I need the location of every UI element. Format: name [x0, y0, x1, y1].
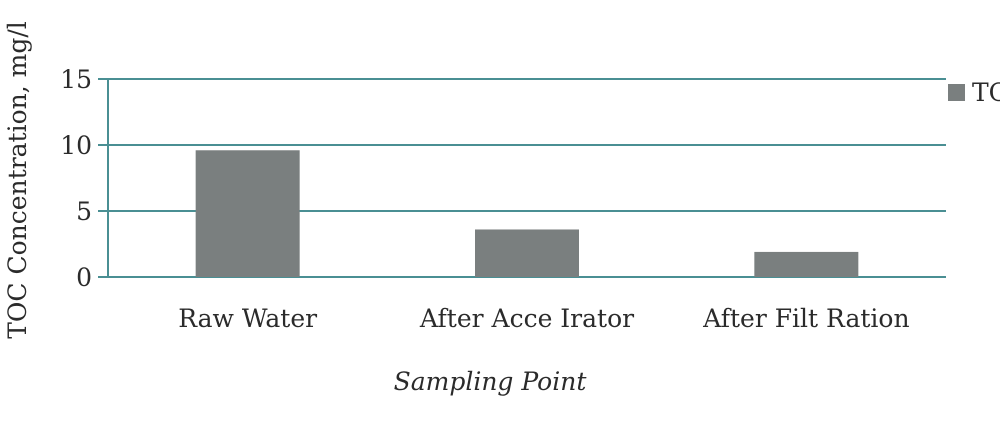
- y-tick-label: 10: [60, 131, 92, 160]
- x-tick-label: After Filt Ration: [702, 304, 909, 333]
- y-tick-label: 0: [76, 263, 92, 292]
- x-axis-title: Sampling Point: [394, 367, 588, 396]
- bars: [195, 150, 859, 277]
- y-axis-title: TOC Concentration, mg/l: [3, 21, 32, 339]
- y-tick-label: 15: [60, 65, 92, 94]
- legend-label-toc: TOC: [972, 78, 1000, 107]
- y-tick-label: 5: [76, 197, 92, 226]
- x-tick-label: After Acce Irator: [419, 304, 634, 333]
- bar-2: [475, 229, 579, 277]
- bar-3: [754, 251, 859, 277]
- legend: TOC: [948, 78, 1000, 107]
- x-tick-label: Raw Water: [178, 304, 317, 333]
- labels: 0 5 10 15 Raw Water After Acce Irator After Fi…: [3, 21, 910, 396]
- bar-1: [195, 150, 300, 277]
- legend-swatch-toc: [948, 84, 965, 101]
